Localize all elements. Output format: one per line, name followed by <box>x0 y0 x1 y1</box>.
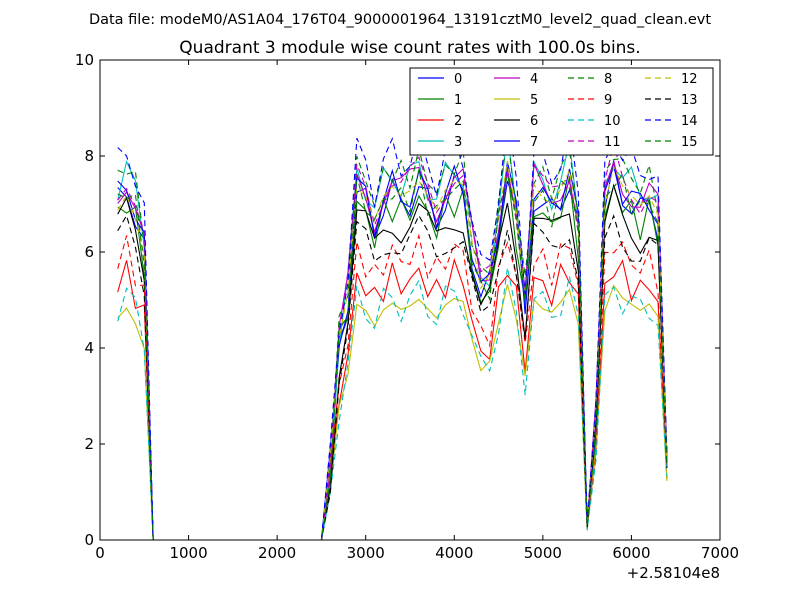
plot-frame <box>99 59 721 541</box>
series-line-7 <box>117 161 668 540</box>
series-line-5 <box>117 284 668 540</box>
legend-label-15: 15 <box>681 135 698 150</box>
legend-label-7: 7 <box>530 135 538 150</box>
x-tick-label: 1000 <box>169 544 207 562</box>
legend-label-12: 12 <box>681 72 698 87</box>
legend-label-6: 6 <box>530 114 538 129</box>
x-tick-label: 0 <box>95 544 105 562</box>
series-line-4 <box>117 159 668 540</box>
y-tick-label: 0 <box>84 531 94 549</box>
legend-label-3: 3 <box>454 135 462 150</box>
y-tick-label: 4 <box>84 339 94 357</box>
legend-label-9: 9 <box>604 93 612 108</box>
chart-title: Quadrant 3 module wise count rates with … <box>179 38 640 58</box>
series-line-0 <box>117 160 668 540</box>
series-line-9 <box>117 233 668 540</box>
legend-label-14: 14 <box>681 114 698 129</box>
x-tick-label: 6000 <box>612 544 650 562</box>
x-tick-label: 2000 <box>258 544 296 562</box>
legend-label-4: 4 <box>530 72 538 87</box>
series-line-12 <box>117 160 668 540</box>
legend-label-5: 5 <box>530 93 538 108</box>
y-tick-label: 6 <box>84 243 94 261</box>
legend-label-0: 0 <box>454 72 462 87</box>
series-line-8 <box>117 136 668 540</box>
y-tick-label: 2 <box>84 435 94 453</box>
x-axis: 0 1000 2000 3000 4000 5000 6000 7000 <box>95 60 739 562</box>
x-tick-label: 4000 <box>435 544 473 562</box>
series-line-6 <box>117 183 668 540</box>
chart-suptitle: Data file: modeM0/AS1A04_176T04_90000019… <box>89 12 711 28</box>
legend-frame <box>409 67 714 156</box>
series-line-1 <box>117 167 668 540</box>
x-tick-label: 7000 <box>701 544 739 562</box>
series-line-14 <box>117 113 668 540</box>
series-line-15 <box>117 169 668 540</box>
legend-label-11: 11 <box>604 135 621 150</box>
legend-label-1: 1 <box>454 93 462 108</box>
legend-label-2: 2 <box>454 114 462 129</box>
legend-label-10: 10 <box>604 114 621 129</box>
x-tick-label: 3000 <box>347 544 385 562</box>
legend-label-13: 13 <box>681 93 698 108</box>
x-tick-label: 5000 <box>524 544 562 562</box>
series-layer <box>117 113 668 540</box>
y-tick-label: 10 <box>75 51 94 69</box>
y-tick-label: 8 <box>84 147 94 165</box>
legend-label-8: 8 <box>604 72 612 87</box>
x-offset-label: +2.58104e8 <box>627 564 720 582</box>
series-line-10 <box>117 267 668 540</box>
series-line-2 <box>117 257 668 540</box>
